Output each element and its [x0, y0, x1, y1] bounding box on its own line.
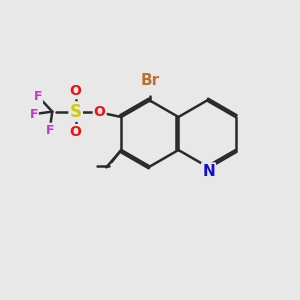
Text: F: F	[46, 124, 54, 137]
Text: F: F	[34, 89, 42, 103]
Text: O: O	[94, 105, 106, 118]
Text: Br: Br	[140, 74, 159, 88]
Text: O: O	[70, 125, 82, 139]
Text: S: S	[70, 103, 82, 121]
Text: F: F	[29, 107, 38, 121]
Text: O: O	[70, 84, 82, 98]
Text: N: N	[202, 164, 215, 178]
